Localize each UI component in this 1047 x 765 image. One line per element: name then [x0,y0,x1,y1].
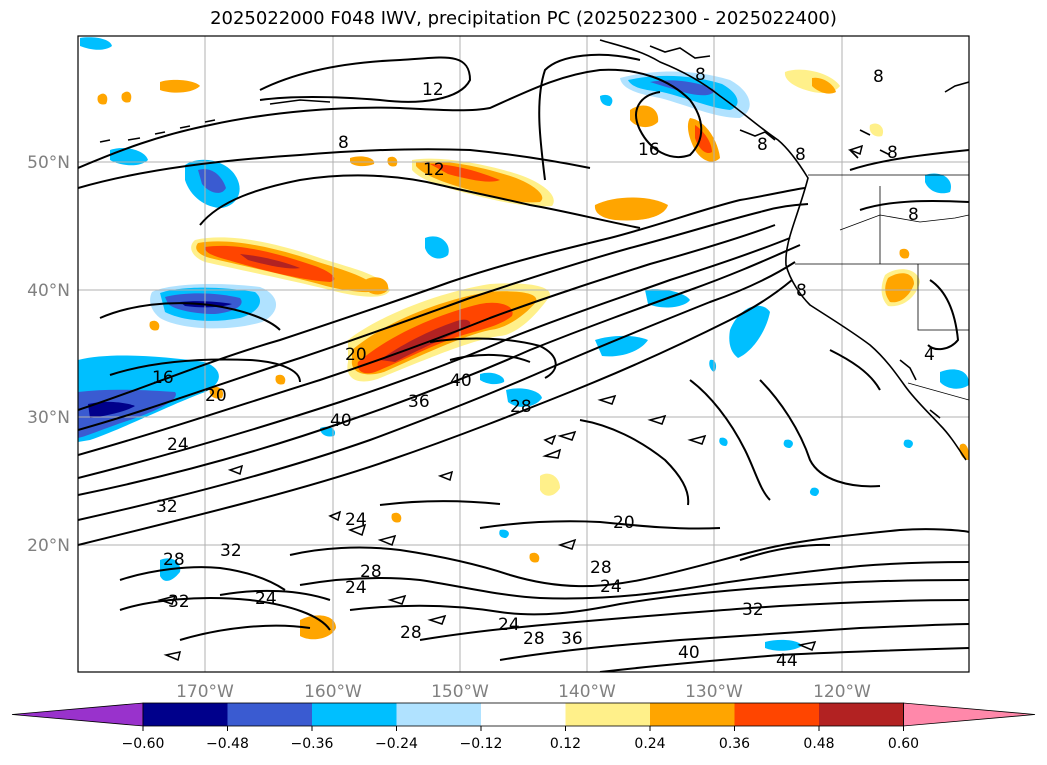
contour-label: 24 [345,510,367,530]
colorbar-extend-high [903,702,1036,727]
colorbar-segment [650,703,735,726]
contour-label: 28 [523,629,545,649]
contour-label: 8 [873,67,884,87]
contour-label: 8 [695,65,706,85]
contour-label: 20 [613,513,635,533]
contour-label: 32 [220,541,242,561]
map-area: 12 8 12 16 8 8 8 8 8 8 8 4 16 20 20 40 3… [78,36,969,672]
contour-label: 8 [757,135,768,155]
colorbar-segment [481,703,566,726]
contour-label: 32 [168,592,190,612]
map-frame [77,35,970,673]
contour-label: 28 [590,558,612,578]
colorbar-tick-label: 0.48 [803,736,834,752]
colorbar-tick-label: 0.24 [634,736,665,752]
lat-tick-labels: 50°N 40°N 30°N 20°N [27,153,70,556]
coastlines [99,39,969,461]
contour-label: 16 [638,140,660,160]
contour-label: 24 [600,577,622,597]
contour-label: 32 [742,600,764,620]
contour-label: 8 [338,133,349,153]
contour-label: 12 [422,80,444,100]
contour-label: 8 [796,281,807,301]
contour-label: 28 [400,623,422,643]
lon-tick-labels: 170°W 160°W 150°W 140°W 130°W 120°W [176,682,871,702]
colorbar-tick-label: −0.48 [206,736,249,752]
contour-label: 8 [908,205,919,225]
contour-label: 40 [678,643,700,663]
contour-label: 4 [924,345,935,365]
lon-tick-label: 140°W [558,682,616,702]
contour-label: 44 [776,651,798,671]
contour-label: 12 [423,160,445,180]
lon-tick-label: 170°W [176,682,234,702]
colorbar-extend-low [11,702,144,727]
contour-label: 40 [450,371,472,391]
contour-label: 8 [887,143,898,163]
colorbar-segment [227,703,313,726]
colorbar-frame [142,702,904,727]
contour-label: 24 [255,589,277,609]
colorbar-segment [396,703,482,726]
borders [795,174,969,401]
contour-label: 28 [510,397,532,417]
lon-tick-label: 150°W [431,682,489,702]
colorbar-segment [819,703,904,726]
contour-label: 28 [163,550,185,570]
contour-label: 8 [795,145,806,165]
contour-label: 36 [561,629,583,649]
contour-label: 36 [408,392,430,412]
lon-tick-label: 130°W [685,682,743,702]
colorbar-tick-label: 0.36 [719,736,750,752]
contour-labels: 12 8 12 16 8 8 8 8 8 8 8 4 16 20 20 40 3… [152,65,935,671]
negative-shading [78,37,969,651]
iwv-contours [78,53,969,672]
contour-label: 24 [167,435,189,455]
contour-label: 20 [205,386,227,406]
lat-tick-label: 20°N [27,536,70,556]
colorbar-tick-label: −0.24 [375,736,418,752]
colorbar-segment [312,703,397,726]
lat-tick-label: 40°N [27,281,70,301]
colorbar-tick-label: −0.60 [122,736,165,752]
contour-label: 28 [360,562,382,582]
colorbar-segment [565,703,651,726]
contour-label: 16 [152,368,174,388]
small-contours [157,144,864,662]
colorbar: −0.60 −0.48 −0.36 −0.24 −0.12 0.12 0.24 0.36 0.4… [11,702,1036,752]
colorbar-tick-label: −0.12 [460,736,503,752]
lon-tick-label: 160°W [304,682,362,702]
contour-label: 24 [498,615,520,635]
contour-label: 32 [156,497,178,517]
colorbar-tick-label: 0.60 [888,736,919,752]
lat-tick-label: 30°N [27,408,70,428]
contour-label: 40 [330,411,352,431]
colorbar-tick-label: 0.12 [550,736,581,752]
contour-label: 20 [345,345,367,365]
colorbar-segment [734,703,820,726]
lat-tick-label: 50°N [27,153,70,173]
contour-label: 24 [345,578,367,598]
colorbar-segment [143,703,228,726]
lon-tick-label: 120°W [813,682,871,702]
map-title: 2025022000 F048 IWV, precipitation PC (2… [210,8,837,29]
colorbar-tick-label: −0.36 [291,736,334,752]
